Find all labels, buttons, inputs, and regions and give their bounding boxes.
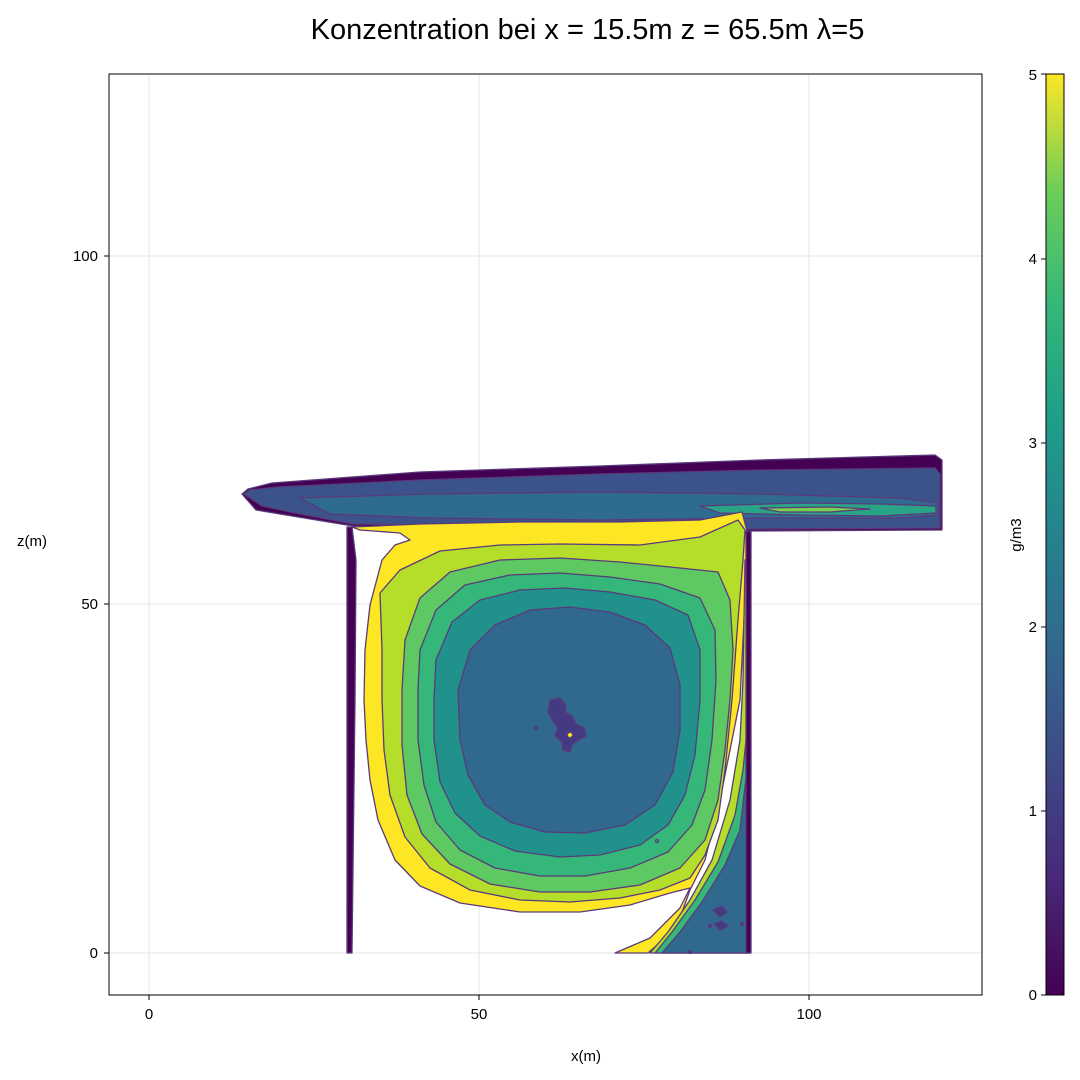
colorbar: 0 1 2 3 4 5 g/m3 xyxy=(1008,67,1065,1004)
vortex-center xyxy=(547,697,587,753)
y-tick-label-50: 50 xyxy=(81,596,98,613)
corner-dot-3 xyxy=(687,949,693,955)
axis-ticks xyxy=(104,255,810,1000)
colorbar-label: g/m3 xyxy=(1008,518,1025,551)
corner-dot-2 xyxy=(739,921,745,927)
colorbar-tick-label-4: 4 xyxy=(1029,251,1037,268)
vortex-speck-2 xyxy=(654,838,660,844)
colorbar-tick-label-1: 1 xyxy=(1029,803,1037,820)
corner-dot-1 xyxy=(707,923,713,929)
x-tick-label-100: 100 xyxy=(796,1006,821,1023)
y-tick-label-100: 100 xyxy=(73,248,98,265)
vortex-speck-1 xyxy=(533,725,539,731)
right-wall-strip xyxy=(745,530,752,954)
y-tick-label-0: 0 xyxy=(90,945,98,962)
contour-fills xyxy=(241,454,943,955)
corner-blob-1 xyxy=(712,905,728,918)
chart-title: Konzentration bei x = 15.5m z = 65.5m λ=… xyxy=(310,14,865,46)
colorbar-tick-label-0: 0 xyxy=(1029,987,1037,1004)
corner-blob-2 xyxy=(713,920,729,931)
colorbar-tick-label-5: 5 xyxy=(1029,67,1037,84)
colorbar-tick-label-2: 2 xyxy=(1029,619,1037,636)
x-tick-label-0: 0 xyxy=(145,1006,153,1023)
y-axis-label: z(m) xyxy=(17,533,47,550)
x-tick-label-50: 50 xyxy=(471,1006,488,1023)
colorbar-gradient xyxy=(1045,73,1065,996)
plot-frame xyxy=(108,73,983,996)
left-wall-strip xyxy=(346,526,357,954)
colorbar-tick-label-3: 3 xyxy=(1029,435,1037,452)
vortex-center-dot xyxy=(566,731,574,739)
roof-layer-lightgreen xyxy=(759,506,871,513)
x-axis-label: x(m) xyxy=(571,1048,601,1065)
grid-lines xyxy=(109,74,982,995)
